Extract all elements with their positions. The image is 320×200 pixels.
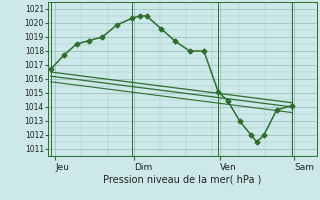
X-axis label: Pression niveau de la mer( hPa ): Pression niveau de la mer( hPa ) xyxy=(103,175,261,185)
